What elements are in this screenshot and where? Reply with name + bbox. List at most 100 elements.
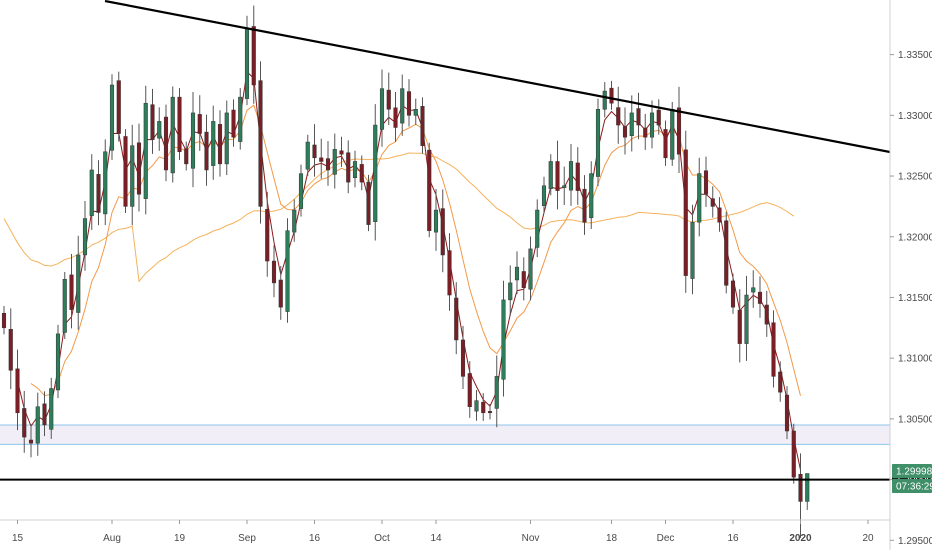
candle-body	[717, 207, 722, 223]
candle-body	[528, 248, 533, 290]
candle-body	[366, 181, 371, 225]
time-tick-label: Dec	[657, 533, 675, 544]
candle	[487, 404, 493, 420]
candle	[163, 104, 169, 182]
candle	[602, 82, 607, 118]
candle	[616, 86, 621, 144]
candle-body	[683, 149, 688, 276]
candle	[757, 276, 763, 318]
candle-body	[136, 142, 142, 195]
candle	[440, 189, 445, 273]
candle-body	[109, 84, 115, 151]
candle	[278, 265, 283, 320]
candle-body	[130, 145, 135, 207]
candle-body	[636, 108, 641, 126]
time-tick-label: Aug	[103, 533, 121, 544]
candle-body	[352, 161, 358, 178]
time-tick-label: 18	[606, 533, 618, 544]
candle-body	[467, 373, 472, 407]
candle-body	[298, 173, 304, 209]
candle	[568, 143, 574, 206]
candle-body	[319, 157, 324, 162]
candle	[258, 61, 263, 224]
candle	[562, 166, 567, 205]
candle-body	[238, 96, 243, 142]
candle	[150, 88, 155, 154]
candle	[366, 174, 371, 232]
candle-body	[703, 170, 709, 195]
candle	[595, 98, 601, 187]
candle-body	[494, 376, 499, 409]
candle	[697, 157, 702, 237]
candle-body	[157, 121, 162, 139]
candle	[82, 201, 88, 271]
candle-body	[197, 114, 202, 134]
candle	[339, 136, 344, 167]
candle-body	[548, 161, 553, 189]
candle-body	[96, 174, 101, 213]
candle	[184, 141, 189, 171]
candle	[292, 199, 297, 242]
candle-body	[697, 173, 702, 223]
time-tick-label: 16	[309, 533, 321, 544]
candle	[143, 85, 148, 215]
candle	[717, 197, 722, 232]
candle-body	[589, 173, 594, 219]
candle	[724, 211, 729, 294]
candle	[454, 282, 459, 355]
candle-body	[359, 164, 364, 183]
candle	[298, 164, 304, 217]
candle	[710, 186, 715, 218]
candle	[535, 199, 540, 258]
candle-body	[190, 112, 196, 169]
candle	[109, 74, 115, 160]
candle	[69, 253, 74, 329]
candle-body	[15, 368, 20, 414]
candle-body	[265, 209, 270, 262]
candle	[427, 142, 432, 238]
candle	[15, 349, 20, 431]
candle-body	[582, 188, 587, 223]
candle-body	[8, 329, 13, 371]
candle-body	[89, 169, 94, 216]
candle	[386, 72, 391, 126]
candle-body	[724, 220, 729, 286]
plot-area[interactable]	[0, 0, 891, 538]
candle-body	[244, 27, 250, 99]
candle	[636, 92, 641, 140]
candle	[751, 270, 756, 308]
candle	[555, 140, 560, 210]
candle	[528, 236, 533, 301]
candle	[460, 325, 466, 390]
candle	[62, 271, 67, 339]
candle	[548, 154, 553, 196]
candle	[305, 134, 310, 176]
candle	[670, 101, 675, 166]
candle	[730, 273, 736, 314]
candle-body	[798, 473, 803, 502]
candle-body	[305, 141, 310, 170]
candle	[271, 245, 277, 298]
candle	[582, 175, 587, 235]
candle-body	[454, 297, 459, 341]
candle-body	[447, 250, 452, 296]
candle-body	[562, 185, 567, 188]
time-tick-label: 16	[727, 533, 739, 544]
candle-body	[433, 209, 439, 233]
price-tick-label: 1.31000	[898, 354, 932, 365]
candle-body	[616, 107, 621, 126]
candle-body	[49, 388, 54, 430]
candle-body	[35, 406, 40, 444]
candle-body	[427, 149, 432, 231]
candle	[413, 98, 418, 125]
countdown-tag-text: 07:36:29	[896, 482, 932, 493]
candle	[224, 100, 229, 176]
price-tick-label: 1.32000	[898, 232, 932, 243]
candle	[683, 130, 688, 293]
candle	[332, 133, 337, 189]
candle-body	[373, 124, 378, 222]
candle	[791, 423, 796, 484]
candle	[778, 361, 783, 402]
candle	[622, 107, 628, 155]
